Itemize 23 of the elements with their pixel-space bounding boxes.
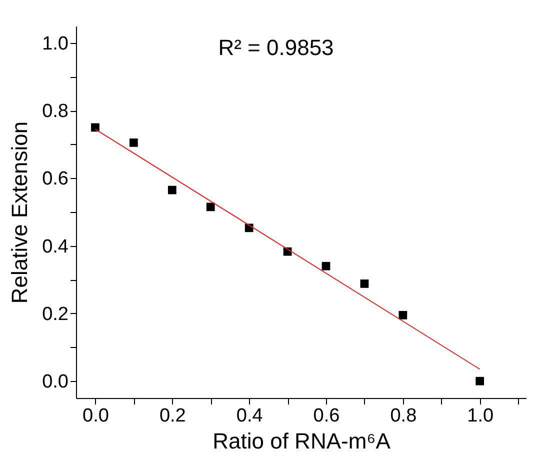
point [91, 123, 100, 132]
point [360, 280, 369, 288]
x-tick-label: 0.8 [390, 406, 417, 426]
x-tick-label: 0.2 [159, 406, 186, 426]
y-tick-label: 0.6 [42, 168, 68, 190]
y-axis-title: Relative Extension [7, 121, 32, 304]
y-tick-label: 0.8 [42, 101, 68, 122]
point [398, 310, 408, 320]
annotation: R² = 0.9853 [218, 35, 334, 60]
y-tick-label: 0.2 [42, 304, 68, 325]
x-tick-label: 0.4 [236, 406, 264, 426]
y-tick-label: 1.0 [42, 33, 68, 54]
point [168, 186, 176, 194]
y-tick-label: 0.4 [42, 236, 69, 258]
x-axis-title: Ratio of RNA-m⁶A [212, 428, 391, 454]
point [130, 138, 138, 147]
x-tick-label: 0.6 [313, 406, 340, 426]
point [322, 262, 330, 270]
x-tick-label: 0.0 [82, 406, 109, 426]
y-tick-label: 0.0 [42, 372, 68, 393]
x-tick-label: 1.0 [467, 406, 494, 426]
point [206, 202, 215, 212]
point [476, 376, 484, 386]
